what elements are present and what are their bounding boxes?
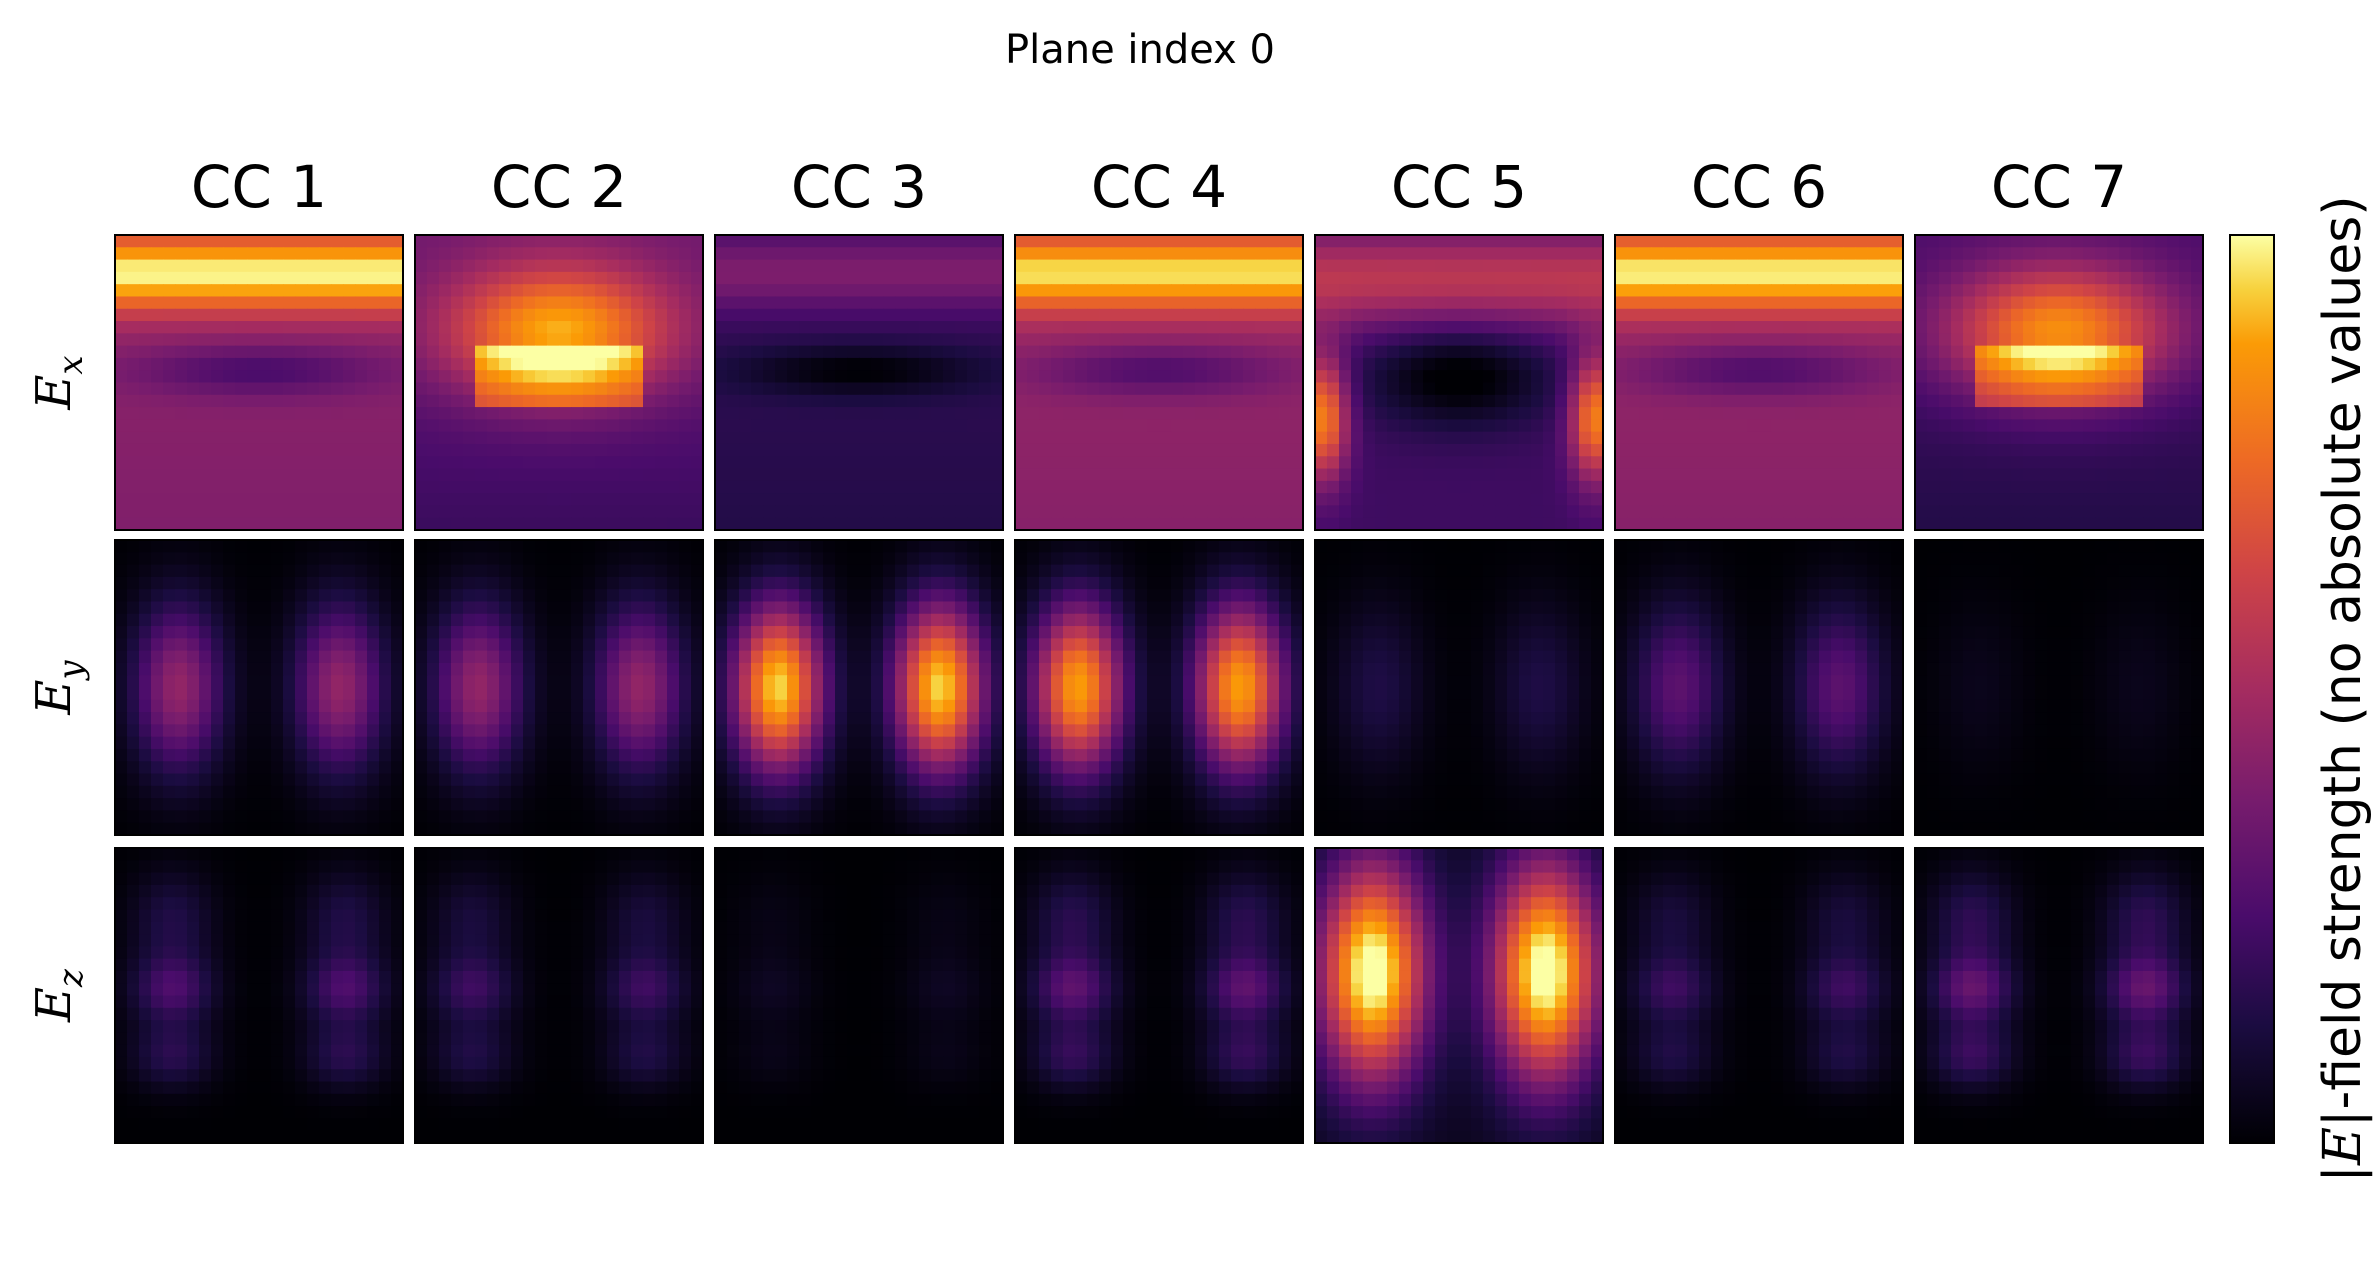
- chart-title: Plane index 0: [1005, 27, 1275, 73]
- heatmap-panel: [1914, 234, 2204, 531]
- heatmap-panel: [1014, 847, 1304, 1144]
- row-label: Ez: [26, 968, 91, 1023]
- row-label: Ex: [26, 355, 91, 410]
- heatmap-panel: [714, 539, 1004, 836]
- heatmap-panel: [414, 847, 704, 1144]
- colorbar-label: |E|-field strength (no absolute values): [2313, 195, 2373, 1182]
- heatmap-panel: [1614, 847, 1904, 1144]
- column-label: CC 6: [1691, 153, 1827, 221]
- heatmap-panel: [114, 539, 404, 836]
- heatmap-panel: [714, 847, 1004, 1144]
- heatmap-panel: [1614, 234, 1904, 531]
- heatmap-panel: [1614, 539, 1904, 836]
- heatmap-panel: [1914, 847, 2204, 1144]
- heatmap-panel: [1314, 539, 1604, 836]
- column-label: CC 3: [791, 153, 927, 221]
- row-labels: Ex Ey Ez: [26, 355, 91, 1023]
- heatmap-panel: [714, 234, 1004, 531]
- colorbar-gradient: [2229, 234, 2275, 1144]
- heatmap-panel: [1914, 539, 2204, 836]
- heatmap-panel: [1314, 234, 1604, 531]
- heatmap-panel: [114, 234, 404, 531]
- heatmap-panel: [1014, 234, 1304, 531]
- column-label: CC 5: [1391, 153, 1527, 221]
- column-labels: CC 1 CC 2 CC 3 CC 4 CC 5 CC 6 CC 7: [191, 153, 2127, 221]
- column-label: CC 7: [1991, 153, 2127, 221]
- heatmap-panel: [414, 234, 704, 531]
- column-label: CC 2: [491, 153, 627, 221]
- column-label: CC 1: [191, 153, 327, 221]
- colorbar: |E|-field strength (no absolute values): [2229, 195, 2373, 1183]
- row-label: Ey: [26, 660, 91, 716]
- heatmap-panel: [114, 847, 404, 1144]
- heatmap-panel: [1314, 847, 1604, 1144]
- heatmap-panel: [414, 539, 704, 836]
- heatmap-panel: [1014, 539, 1304, 836]
- heatmap-panels: [114, 234, 2204, 1144]
- column-label: CC 4: [1091, 153, 1227, 221]
